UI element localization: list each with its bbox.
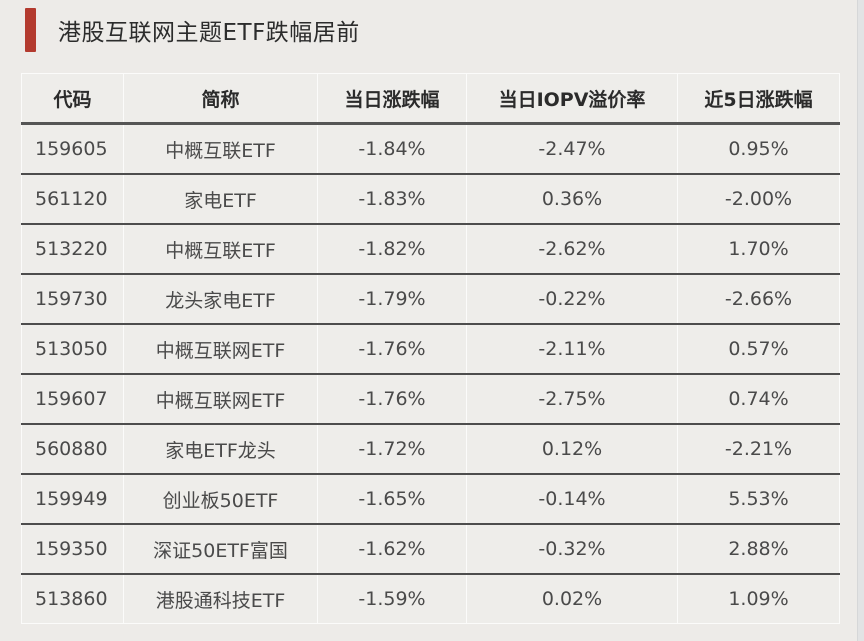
table-row: 561120 家电ETF -1.83% 0.36% -2.00% [21,174,840,225]
cell-iopv-premium: 0.12% [466,424,678,475]
cell-name: 家电ETF龙头 [123,424,318,475]
cell-code: 513860 [21,574,124,624]
cell-5day-change: 1.09% [677,574,840,624]
cell-code: 159605 [21,123,124,175]
accent-bar [25,8,36,52]
table-row: 513220 中概互联ETF -1.82% -2.62% 1.70% [21,224,840,275]
cell-daily-change: -1.76% [317,374,467,425]
cell-iopv-premium: -0.14% [466,474,678,525]
cell-name: 创业板50ETF [123,474,318,525]
cell-code: 159607 [21,374,124,425]
cell-5day-change: 1.70% [677,224,840,275]
cell-iopv-premium: -2.62% [466,224,678,275]
cell-iopv-premium: -2.75% [466,374,678,425]
cell-name: 龙头家电ETF [123,274,318,325]
table-row: 159607 中概互联网ETF -1.76% -2.75% 0.74% [21,374,840,425]
header-iopv-premium: 当日IOPV溢价率 [466,73,678,125]
cell-5day-change: -2.00% [677,174,840,225]
cell-name: 家电ETF [123,174,318,225]
cell-iopv-premium: -2.47% [466,123,678,175]
cell-daily-change: -1.72% [317,424,467,475]
header-daily-change: 当日涨跌幅 [317,73,467,125]
table-row: 159730 龙头家电ETF -1.79% -0.22% -2.66% [21,274,840,325]
cell-code: 159350 [21,524,124,575]
cell-name: 港股通科技ETF [123,574,318,624]
cell-5day-change: 0.74% [677,374,840,425]
etf-table: 代码 简称 当日涨跌幅 当日IOPV溢价率 近5日涨跌幅 159605 中概互联… [21,73,840,624]
cell-5day-change: -2.21% [677,424,840,475]
cell-5day-change: 0.57% [677,324,840,375]
cell-daily-change: -1.76% [317,324,467,375]
cell-daily-change: -1.83% [317,174,467,225]
table-row: 159949 创业板50ETF -1.65% -0.14% 5.53% [21,474,840,525]
cell-code: 513050 [21,324,124,375]
table-row: 513050 中概互联网ETF -1.76% -2.11% 0.57% [21,324,840,375]
cell-iopv-premium: 0.02% [466,574,678,624]
table-row: 159350 深证50ETF富国 -1.62% -0.32% 2.88% [21,524,840,575]
cell-name: 中概互联网ETF [123,374,318,425]
cell-iopv-premium: 0.36% [466,174,678,225]
cell-name: 中概互联ETF [123,123,318,175]
header-code: 代码 [21,73,124,125]
table-row: 560880 家电ETF龙头 -1.72% 0.12% -2.21% [21,424,840,475]
cell-name: 中概互联网ETF [123,324,318,375]
cell-iopv-premium: -0.32% [466,524,678,575]
cell-daily-change: -1.79% [317,274,467,325]
cell-iopv-premium: -2.11% [466,324,678,375]
cell-code: 159730 [21,274,124,325]
cell-name: 中概互联ETF [123,224,318,275]
cell-5day-change: 2.88% [677,524,840,575]
cell-5day-change: 5.53% [677,474,840,525]
header-name: 简称 [123,73,318,125]
table-header-row: 代码 简称 当日涨跌幅 当日IOPV溢价率 近5日涨跌幅 [21,73,840,125]
cell-code: 159949 [21,474,124,525]
table-row: 513860 港股通科技ETF -1.59% 0.02% 1.09% [21,574,840,624]
cell-iopv-premium: -0.22% [466,274,678,325]
cell-code: 513220 [21,224,124,275]
cell-code: 561120 [21,174,124,225]
table-row: 159605 中概互联ETF -1.84% -2.47% 0.95% [21,123,840,175]
right-edge-strip [857,0,864,641]
cell-5day-change: -2.66% [677,274,840,325]
cell-daily-change: -1.84% [317,123,467,175]
cell-daily-change: -1.65% [317,474,467,525]
cell-code: 560880 [21,424,124,475]
cell-5day-change: 0.95% [677,123,840,175]
cell-daily-change: -1.62% [317,524,467,575]
cell-daily-change: -1.82% [317,224,467,275]
header-5day-change: 近5日涨跌幅 [677,73,840,125]
cell-name: 深证50ETF富国 [123,524,318,575]
cell-daily-change: -1.59% [317,574,467,624]
page-title: 港股互联网主题ETF跌幅居前 [58,20,360,46]
section-header: 港股互联网主题ETF跌幅居前 [25,8,360,52]
